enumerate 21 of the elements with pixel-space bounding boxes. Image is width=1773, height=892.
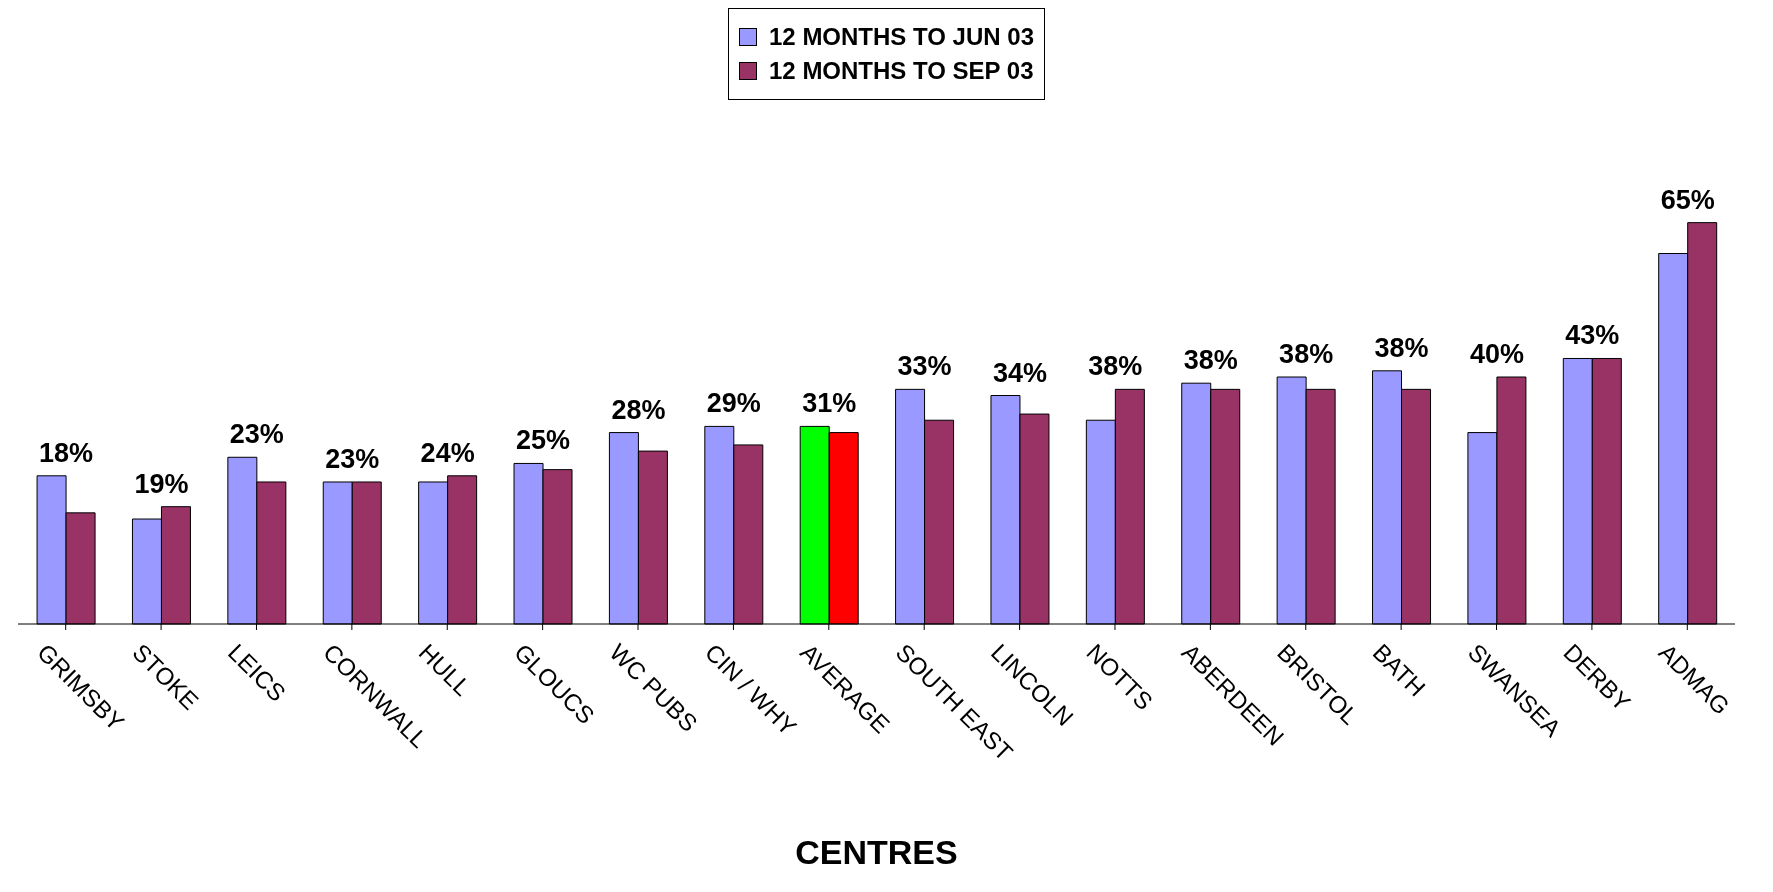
data-label: 29% <box>706 388 761 419</box>
data-label: 65% <box>1660 184 1715 215</box>
data-label: 19% <box>134 468 189 499</box>
data-label: 38% <box>1183 345 1238 376</box>
data-label: 43% <box>1565 320 1620 351</box>
data-label: 34% <box>992 357 1047 388</box>
legend-label: 12 MONTHS TO JUN 03 <box>769 23 1034 51</box>
data-label: 31% <box>802 388 857 419</box>
data-label: 23% <box>325 443 380 474</box>
data-label: 24% <box>420 437 475 468</box>
data-label: 40% <box>1469 339 1524 369</box>
legend-label: 12 MONTHS TO SEP 03 <box>769 57 1034 85</box>
x-axis-title: CENTRES <box>795 833 958 871</box>
data-label: 33% <box>897 351 952 382</box>
data-label: 18% <box>39 437 94 468</box>
data-label: 25% <box>516 425 571 456</box>
data-label: 28% <box>611 394 666 425</box>
data-label: 38% <box>1088 351 1143 382</box>
data-label: 23% <box>229 419 284 450</box>
data-label: 38% <box>1279 339 1334 369</box>
data-label: 38% <box>1374 332 1429 363</box>
